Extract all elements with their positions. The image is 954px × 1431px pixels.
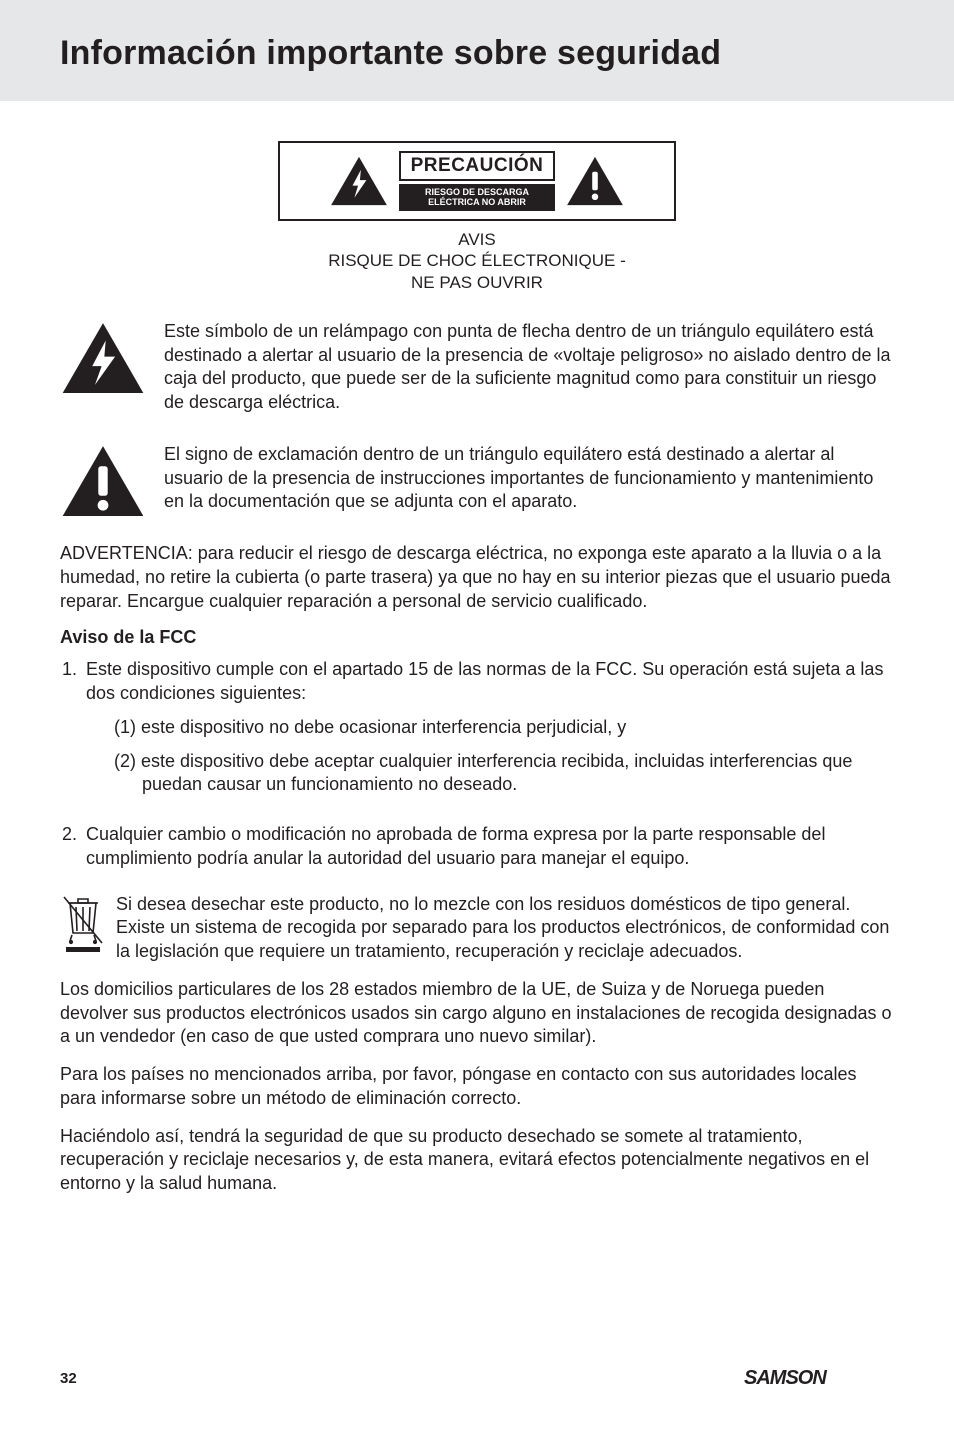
page-root: Información importante sobre seguridad P… [0,0,954,1431]
exclamation-text: El signo de exclamación dentro de un tri… [164,443,894,514]
fcc-list: Este dispositivo cumple con el apartado … [60,658,894,797]
fcc-sublist: (1) este dispositivo no debe ocasionar i… [86,716,894,797]
avis-line2: RISQUE DE CHOC ÉLECTRONIQUE - [328,251,626,270]
contact-paragraph: Para los países no mencionados arriba, p… [60,1063,894,1111]
avis-line3: NE PAS OUVRIR [411,273,543,292]
exclamation-triangle-icon [565,155,625,207]
brand-logo: SAMSON [744,1367,894,1387]
exclamation-triangle-icon [60,443,146,519]
page-title: Información importante sobre seguridad [60,34,954,73]
warning-paragraph: ADVERTENCIA: para reducir el riesgo de d… [60,542,894,613]
weee-bin-icon [60,895,106,953]
lightning-triangle-icon [329,155,389,207]
page-number: 32 [60,1370,77,1387]
title-bar: Información importante sobre seguridad [0,0,954,101]
fcc-list-2: Cualquier cambio o modificación no aprob… [60,823,894,871]
caution-text-block: PRECAUCIÓN RIESGO DE DESCARGA ELÉCTRICA … [399,151,556,211]
eu-paragraph: Los domicilios particulares de los 28 es… [60,978,894,1049]
page-footer: 32 SAMSON [60,1367,894,1387]
fcc-sub-2: (2) este dispositivo debe aceptar cualqu… [114,750,894,798]
exclamation-paragraph: El signo de exclamación dentro de un tri… [60,443,894,528]
avis-block: AVIS RISQUE DE CHOC ÉLECTRONIQUE - NE PA… [60,229,894,294]
caution-title: PRECAUCIÓN [399,151,556,181]
weee-text: Si desea desechar este producto, no lo m… [116,893,894,964]
svg-text:SAMSON: SAMSON [744,1367,827,1387]
fcc-item-1: Este dispositivo cumple con el apartado … [82,658,894,797]
fcc-item-2: Cualquier cambio o modificación no aprob… [82,823,894,871]
lightning-paragraph: Este símbolo de un relámpago con punta d… [60,320,894,429]
fcc-sub-1: (1) este dispositivo no debe ocasionar i… [114,716,894,740]
lightning-text: Este símbolo de un relámpago con punta d… [164,320,894,415]
avis-line1: AVIS [458,230,495,249]
caution-subtitle: RIESGO DE DESCARGA ELÉCTRICA NO ABRIR [399,184,556,211]
weee-paragraph: Si desea desechar este producto, no lo m… [60,893,894,964]
content-area: PRECAUCIÓN RIESGO DE DESCARGA ELÉCTRICA … [0,101,954,1196]
lightning-triangle-icon [60,320,146,396]
fcc-heading: Aviso de la FCC [60,627,894,648]
caution-box: PRECAUCIÓN RIESGO DE DESCARGA ELÉCTRICA … [278,141,676,221]
closing-paragraph: Haciéndolo así, tendrá la seguridad de q… [60,1125,894,1196]
